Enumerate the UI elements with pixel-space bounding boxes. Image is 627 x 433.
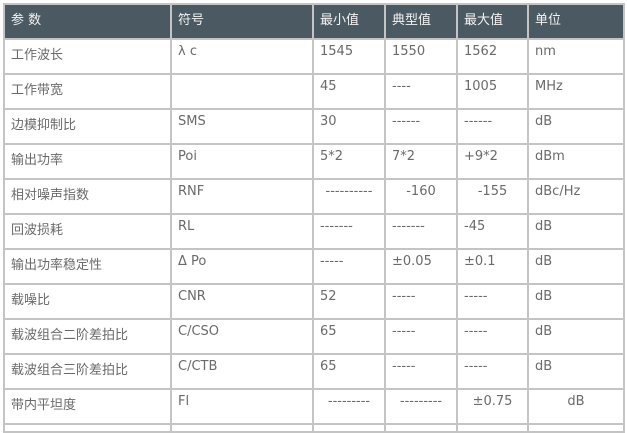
cell-empty — [312, 423, 386, 433]
cell-min: 45 — [312, 73, 386, 110]
cell-unit: dBm — [527, 143, 625, 180]
cell-symbol: Δ Po — [170, 248, 314, 285]
header-symbol: 符号 — [170, 3, 314, 40]
table-row: 载波组合二阶差拍比 C/CSO 65 ----- ----- dB — [3, 318, 625, 355]
cell-min: ---------- — [312, 178, 386, 215]
table-row: 相对噪声指数 RNF ---------- -160 -155 dBc/Hz — [3, 178, 625, 215]
cell-typ: ±0.05 — [384, 248, 458, 285]
cell-parameter: 工作带宽 — [3, 73, 172, 110]
cell-max: ------ — [456, 108, 529, 145]
cell-typ: ----- — [384, 283, 458, 320]
cell-symbol: RNF — [170, 178, 314, 215]
cell-max: ±0.75 — [456, 388, 529, 425]
cell-max: -155 — [456, 178, 529, 215]
table-row: 边模抑制比 SMS 30 ------ ------ dB — [3, 108, 625, 145]
cell-empty — [527, 423, 625, 433]
cell-symbol: SMS — [170, 108, 314, 145]
header-row: 参 数 符号 最小值 典型值 最大值 单位 — [3, 3, 625, 40]
header-unit: 单位 — [527, 3, 625, 40]
cell-min: --------- — [312, 388, 386, 425]
cell-parameter: 带内平坦度 — [3, 388, 172, 425]
cell-symbol: CNR — [170, 283, 314, 320]
cell-max: ±0.1 — [456, 248, 529, 285]
cell-typ: 1550 — [384, 38, 458, 75]
cell-parameter: 载波组合三阶差拍比 — [3, 353, 172, 390]
cell-max: 1005 — [456, 73, 529, 110]
cell-unit: dBc/Hz — [527, 178, 625, 215]
cell-min: ----- — [312, 248, 386, 285]
cell-max: +9*2 — [456, 143, 529, 180]
cell-typ: --------- — [384, 388, 458, 425]
cell-min: 1545 — [312, 38, 386, 75]
cell-unit: MHz — [527, 73, 625, 110]
header-max: 最大值 — [456, 3, 529, 40]
table-row: 工作带宽 45 ---- 1005 MHz — [3, 73, 625, 110]
cell-min: 65 — [312, 318, 386, 355]
cell-unit: dB — [527, 108, 625, 145]
cell-symbol: C/CTB — [170, 353, 314, 390]
cell-parameter: 载噪比 — [3, 283, 172, 320]
cell-unit: dB — [527, 318, 625, 355]
cell-max: ----- — [456, 353, 529, 390]
cell-unit: dB — [527, 283, 625, 320]
cell-empty — [170, 423, 314, 433]
cell-min: 52 — [312, 283, 386, 320]
cell-symbol: λ c — [170, 38, 314, 75]
cell-symbol — [170, 73, 314, 110]
table-row: 带内平坦度 Fl --------- --------- ±0.75 dB — [3, 388, 625, 425]
cell-empty — [3, 423, 172, 433]
header-min: 最小值 — [312, 3, 386, 40]
header-parameter: 参 数 — [3, 3, 172, 40]
cell-max: -45 — [456, 213, 529, 250]
cell-typ: ---- — [384, 73, 458, 110]
cell-symbol: RL — [170, 213, 314, 250]
cell-typ: ------ — [384, 108, 458, 145]
cell-symbol: Poi — [170, 143, 314, 180]
cell-max: ----- — [456, 283, 529, 320]
cell-min: 65 — [312, 353, 386, 390]
table-row: 回波损耗 RL ------- ------- -45 dB — [3, 213, 625, 250]
table-row: 输出功率 Poi 5*2 7*2 +9*2 dBm — [3, 143, 625, 180]
cell-min: ------- — [312, 213, 386, 250]
table-row: 输出功率稳定性 Δ Po ----- ±0.05 ±0.1 dB — [3, 248, 625, 285]
cell-parameter: 边模抑制比 — [3, 108, 172, 145]
cell-max: 1562 — [456, 38, 529, 75]
cell-typ: ----- — [384, 353, 458, 390]
table-row: 载噪比 CNR 52 ----- ----- dB — [3, 283, 625, 320]
header-typ: 典型值 — [384, 3, 458, 40]
cell-symbol: Fl — [170, 388, 314, 425]
cell-parameter: 输出功率 — [3, 143, 172, 180]
cell-parameter: 相对噪声指数 — [3, 178, 172, 215]
cell-unit: dB — [527, 388, 625, 425]
cell-symbol: C/CSO — [170, 318, 314, 355]
cell-max: ----- — [456, 318, 529, 355]
cell-min: 30 — [312, 108, 386, 145]
cell-parameter: 回波损耗 — [3, 213, 172, 250]
cell-typ: 7*2 — [384, 143, 458, 180]
cell-empty — [456, 423, 529, 433]
cell-empty — [384, 423, 458, 433]
cell-unit: dB — [527, 248, 625, 285]
table-row — [3, 423, 625, 433]
cell-typ: -160 — [384, 178, 458, 215]
cell-unit: dB — [527, 353, 625, 390]
cell-parameter: 输出功率稳定性 — [3, 248, 172, 285]
cell-unit: nm — [527, 38, 625, 75]
cell-parameter: 载波组合二阶差拍比 — [3, 318, 172, 355]
cell-typ: ----- — [384, 318, 458, 355]
table-row: 工作波长 λ c 1545 1550 1562 nm — [3, 38, 625, 75]
cell-min: 5*2 — [312, 143, 386, 180]
table-row: 载波组合三阶差拍比 C/CTB 65 ----- ----- dB — [3, 353, 625, 390]
cell-unit: dB — [527, 213, 625, 250]
spec-table: 参 数 符号 最小值 典型值 最大值 单位 工作波长 λ c 1545 1550 156… — [3, 3, 625, 433]
cell-parameter: 工作波长 — [3, 38, 172, 75]
cell-typ: ------- — [384, 213, 458, 250]
